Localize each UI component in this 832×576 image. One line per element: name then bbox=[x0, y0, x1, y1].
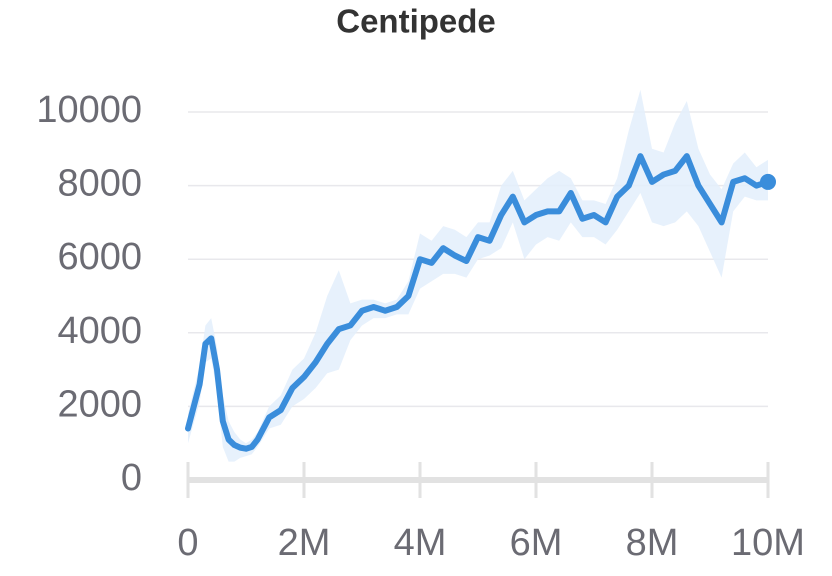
x-tick-label: 6M bbox=[510, 522, 563, 564]
y-tick-label: 10000 bbox=[36, 89, 142, 131]
chart-title: Centipede bbox=[336, 3, 496, 40]
x-tick-label: 0 bbox=[177, 522, 198, 564]
y-tick-label: 2000 bbox=[57, 383, 142, 425]
x-tick-label: 4M bbox=[394, 522, 447, 564]
x-tick-label: 2M bbox=[278, 522, 331, 564]
y-tick-label: 8000 bbox=[57, 163, 142, 205]
confidence-band bbox=[188, 89, 768, 462]
x-tick-label: 8M bbox=[626, 522, 679, 564]
line bbox=[185, 153, 771, 452]
end-point bbox=[760, 173, 776, 190]
y-tick-label: 0 bbox=[121, 457, 142, 499]
y-tick-label: 4000 bbox=[57, 310, 142, 352]
y-tick-label: 6000 bbox=[57, 236, 142, 278]
x-tick-label: 10M bbox=[731, 522, 805, 564]
